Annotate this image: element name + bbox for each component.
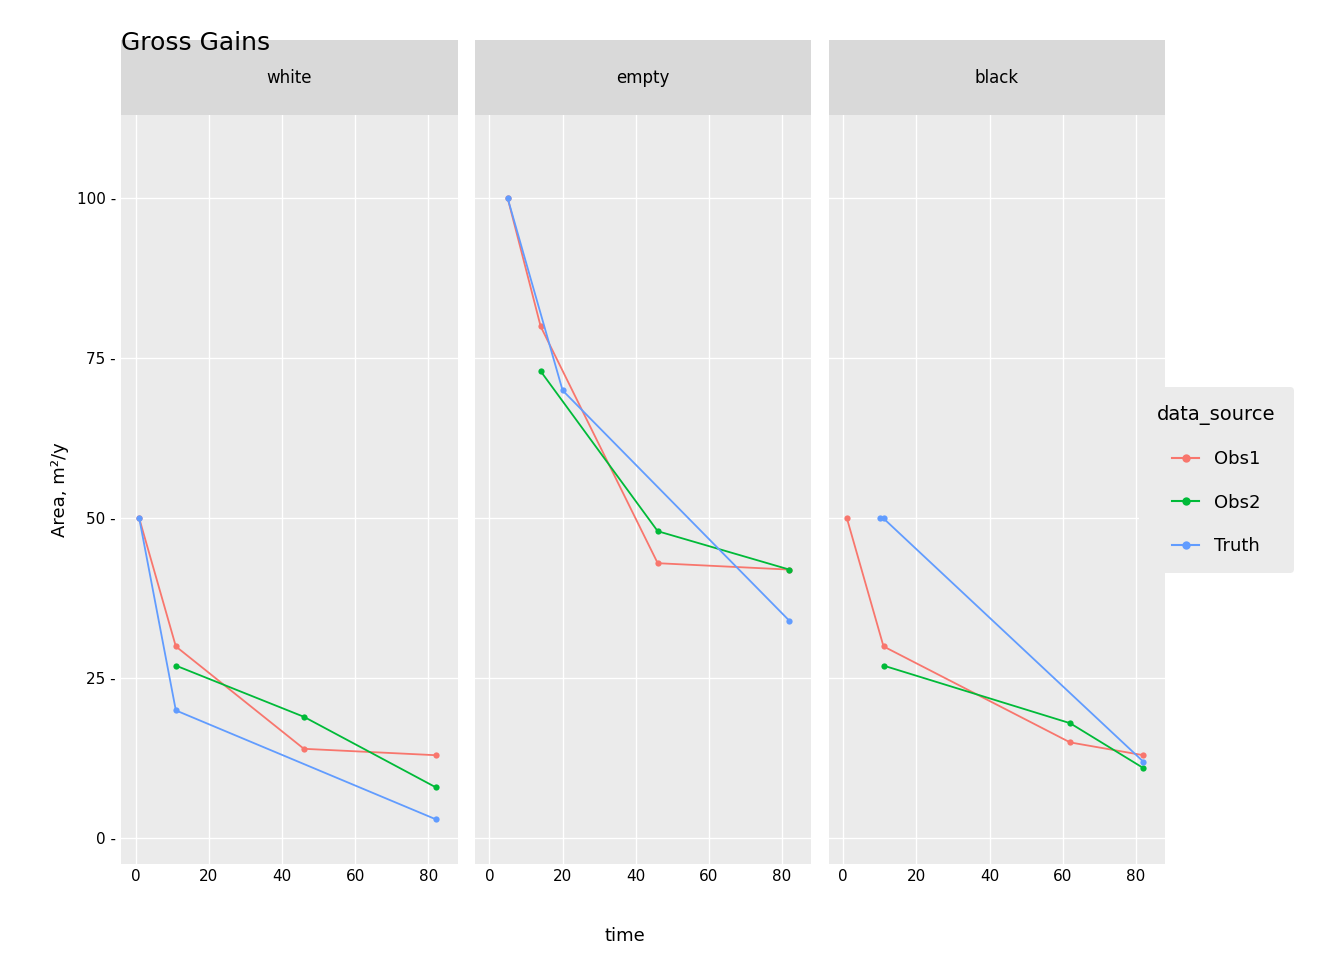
- Legend: Obs1, Obs2, Truth: Obs1, Obs2, Truth: [1138, 387, 1294, 573]
- Y-axis label: Area, m²/y: Area, m²/y: [51, 443, 69, 537]
- Text: time: time: [605, 927, 645, 945]
- Text: Gross Gains: Gross Gains: [121, 32, 270, 56]
